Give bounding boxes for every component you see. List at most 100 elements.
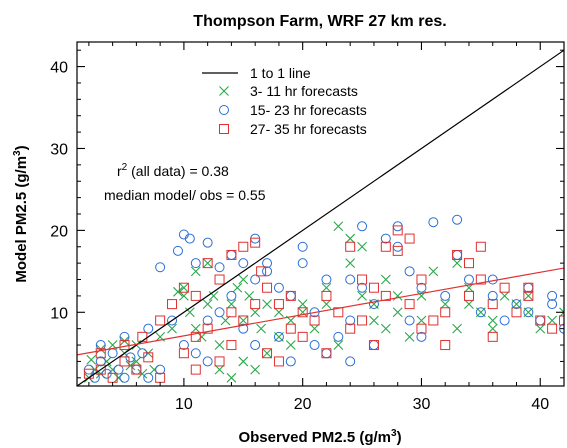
data-point xyxy=(250,307,261,318)
data-point xyxy=(238,258,249,269)
data-point xyxy=(250,274,261,285)
data-point xyxy=(226,340,237,351)
data-point xyxy=(463,290,474,301)
data-point xyxy=(202,258,213,269)
data-point xyxy=(86,354,97,365)
data-point xyxy=(202,237,213,248)
y-axis-label: Model PM2.5 (g/m3) xyxy=(12,145,30,282)
data-point xyxy=(226,299,237,309)
data-point xyxy=(119,356,130,367)
data-point xyxy=(309,315,320,326)
data-point xyxy=(119,331,130,342)
data-point xyxy=(131,356,142,367)
data-point xyxy=(523,307,534,318)
y-tick-label: 40 xyxy=(50,60,68,77)
data-point xyxy=(368,282,379,293)
data-point xyxy=(155,262,166,273)
data-point xyxy=(214,274,225,285)
data-point xyxy=(428,315,439,326)
data-point xyxy=(523,282,534,293)
data-point xyxy=(440,307,451,318)
data-point xyxy=(452,249,463,260)
data-point xyxy=(428,266,439,277)
legend-label: 1 to 1 line xyxy=(250,65,311,81)
data-point xyxy=(202,356,213,367)
data-point xyxy=(226,307,237,318)
data-point xyxy=(345,356,356,367)
data-point xyxy=(238,356,249,367)
data-point xyxy=(256,323,266,334)
data-point xyxy=(273,299,284,310)
data-point xyxy=(392,291,403,301)
data-point xyxy=(416,274,427,285)
data-point xyxy=(131,364,142,375)
data-point xyxy=(416,315,427,326)
chart-title: Thompson Farm, WRF 27 km res. xyxy=(193,13,446,30)
legend: 1 to 1 line 3- 11 hr forecasts 15- 23 hr f… xyxy=(202,65,367,137)
data-point xyxy=(119,340,130,351)
data-point xyxy=(95,356,106,367)
data-point xyxy=(113,372,124,383)
data-point xyxy=(178,282,189,293)
data-point xyxy=(345,241,356,252)
data-point xyxy=(214,307,225,318)
data-point xyxy=(190,364,201,375)
data-point xyxy=(190,323,201,334)
data-point xyxy=(131,364,142,375)
data-point xyxy=(143,372,154,383)
data-point xyxy=(463,258,474,269)
data-point xyxy=(190,348,201,359)
data-point xyxy=(179,291,189,301)
data-point xyxy=(155,364,166,375)
data-point xyxy=(321,274,332,285)
data-point xyxy=(416,323,427,334)
data-point xyxy=(535,315,546,326)
data-point xyxy=(428,217,439,228)
data-point xyxy=(440,340,451,351)
data-point xyxy=(380,241,391,252)
data-point xyxy=(345,233,356,244)
data-point xyxy=(321,290,332,301)
data-point xyxy=(149,364,160,375)
data-point xyxy=(333,221,344,232)
data-point xyxy=(190,258,201,269)
data-point xyxy=(559,315,564,326)
data-point xyxy=(369,315,379,326)
data-point xyxy=(184,307,195,318)
data-point xyxy=(95,364,106,375)
legend-item-series-3: 27- 35 hr forecasts xyxy=(219,121,367,137)
legend-item-series-1: 3- 11 hr forecasts xyxy=(219,83,358,99)
data-point xyxy=(202,323,213,334)
data-point xyxy=(523,282,534,293)
data-point xyxy=(262,266,273,277)
data-point xyxy=(475,307,486,318)
data-point xyxy=(380,233,391,244)
plot-data-layer xyxy=(77,49,564,386)
data-point xyxy=(226,372,237,383)
data-point xyxy=(452,258,462,269)
legend-marker xyxy=(219,105,229,115)
data-point xyxy=(368,340,379,351)
data-point xyxy=(285,340,296,350)
data-point xyxy=(511,299,522,310)
data-point xyxy=(321,348,332,359)
data-point xyxy=(357,291,367,301)
data-point xyxy=(226,249,237,260)
legend-marker xyxy=(219,86,229,96)
data-point xyxy=(273,331,284,342)
data-point xyxy=(190,331,201,342)
data-point xyxy=(113,364,124,375)
data-point xyxy=(487,323,498,334)
data-point xyxy=(523,290,534,301)
data-point xyxy=(559,307,564,318)
data-point xyxy=(89,364,100,375)
y-tick-label: 30 xyxy=(50,141,68,158)
data-point xyxy=(547,323,558,334)
data-point xyxy=(380,323,391,334)
data-point xyxy=(333,331,344,342)
data-point xyxy=(404,299,415,310)
data-point xyxy=(220,315,231,326)
data-point xyxy=(392,225,403,236)
y-tick-label: 20 xyxy=(50,223,68,240)
data-point xyxy=(345,274,356,285)
